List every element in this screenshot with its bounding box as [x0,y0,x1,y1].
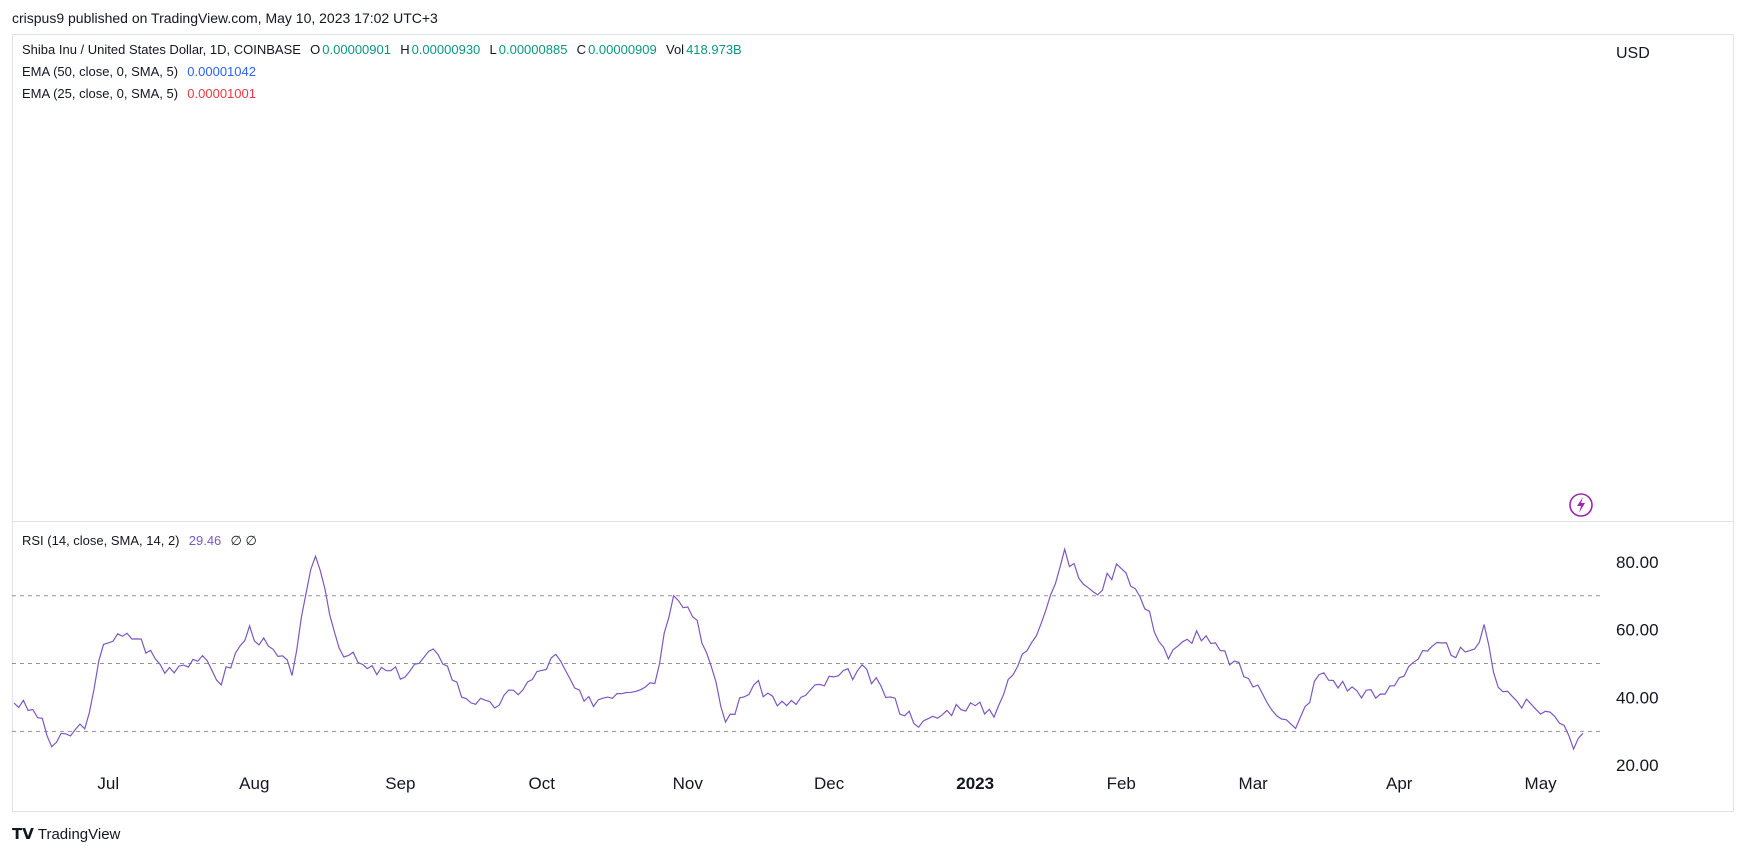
date-tick-label: May [1525,774,1558,793]
axes: 0.000018000.000016000.000014000.00001200… [97,45,1659,793]
symbol-title[interactable]: Shiba Inu / United States Dollar, 1D, CO… [22,42,301,57]
date-tick-label: Feb [1107,774,1136,793]
close-value: 0.00000909 [588,42,657,57]
ema50-value: 0.00001042 [187,64,256,79]
tradingview-footer[interactable]: 𝗧𝗩 TradingView [12,825,120,843]
low-value: 0.00000885 [498,42,568,57]
high-label: H [400,42,410,57]
rsi-tick-label: 20.00 [1616,756,1659,775]
rsi-extra: ∅ ∅ [230,533,257,548]
open-value: 0.00000901 [322,42,391,57]
ema25-value: 0.00001001 [187,86,256,101]
volume-label: Vol [665,42,685,57]
date-tick-label: Mar [1239,774,1269,793]
publish-header: crispus9 published on TradingView.com, M… [12,10,438,26]
date-tick-label: Nov [673,774,704,793]
ema50-legend[interactable]: EMA (50, close, 0, SMA, 5) 0.00001042 [22,64,258,79]
high-value: 0.00000930 [411,42,481,57]
currency-label: USD [1616,45,1650,62]
rsi-legend[interactable]: RSI (14, close, SMA, 14, 2) 29.46 ∅ ∅ [22,533,259,549]
date-tick-label: Oct [528,774,555,793]
rsi-line[interactable] [13,546,1584,751]
tradingview-logo-icon: 𝗧𝗩 [12,826,34,843]
ema50-label: EMA (50, close, 0, SMA, 5) [22,64,179,79]
date-tick-label: Aug [239,774,269,793]
rsi-label: RSI (14, close, SMA, 14, 2) [22,533,180,548]
rsi-tick-label: 60.00 [1616,621,1659,640]
lightning-icon[interactable] [1569,493,1593,517]
pane-separator[interactable] [12,521,1734,522]
rsi-value: 29.46 [188,533,222,548]
volume-value: 418.973B [686,42,742,57]
date-tick-label: Sep [385,774,415,793]
date-tick-label: Jul [97,774,119,793]
ema25-label: EMA (25, close, 0, SMA, 5) [22,86,179,101]
low-label: L [489,42,497,57]
open-label: O [310,42,321,57]
brand-name: TradingView [37,826,121,843]
close-label: C [576,42,587,57]
rsi-pane[interactable] [12,546,1602,751]
date-tick-label: Dec [814,774,845,793]
date-tick-label: 2023 [956,774,994,793]
rsi-tick-label: 40.00 [1616,688,1659,707]
date-tick-label: Apr [1386,774,1413,793]
chart-frame [12,34,1734,812]
ema25-legend[interactable]: EMA (25, close, 0, SMA, 5) 0.00001001 [22,86,258,101]
symbol-legend: Shiba Inu / United States Dollar, 1D, CO… [22,42,744,57]
rsi-tick-label: 80.00 [1616,553,1659,572]
